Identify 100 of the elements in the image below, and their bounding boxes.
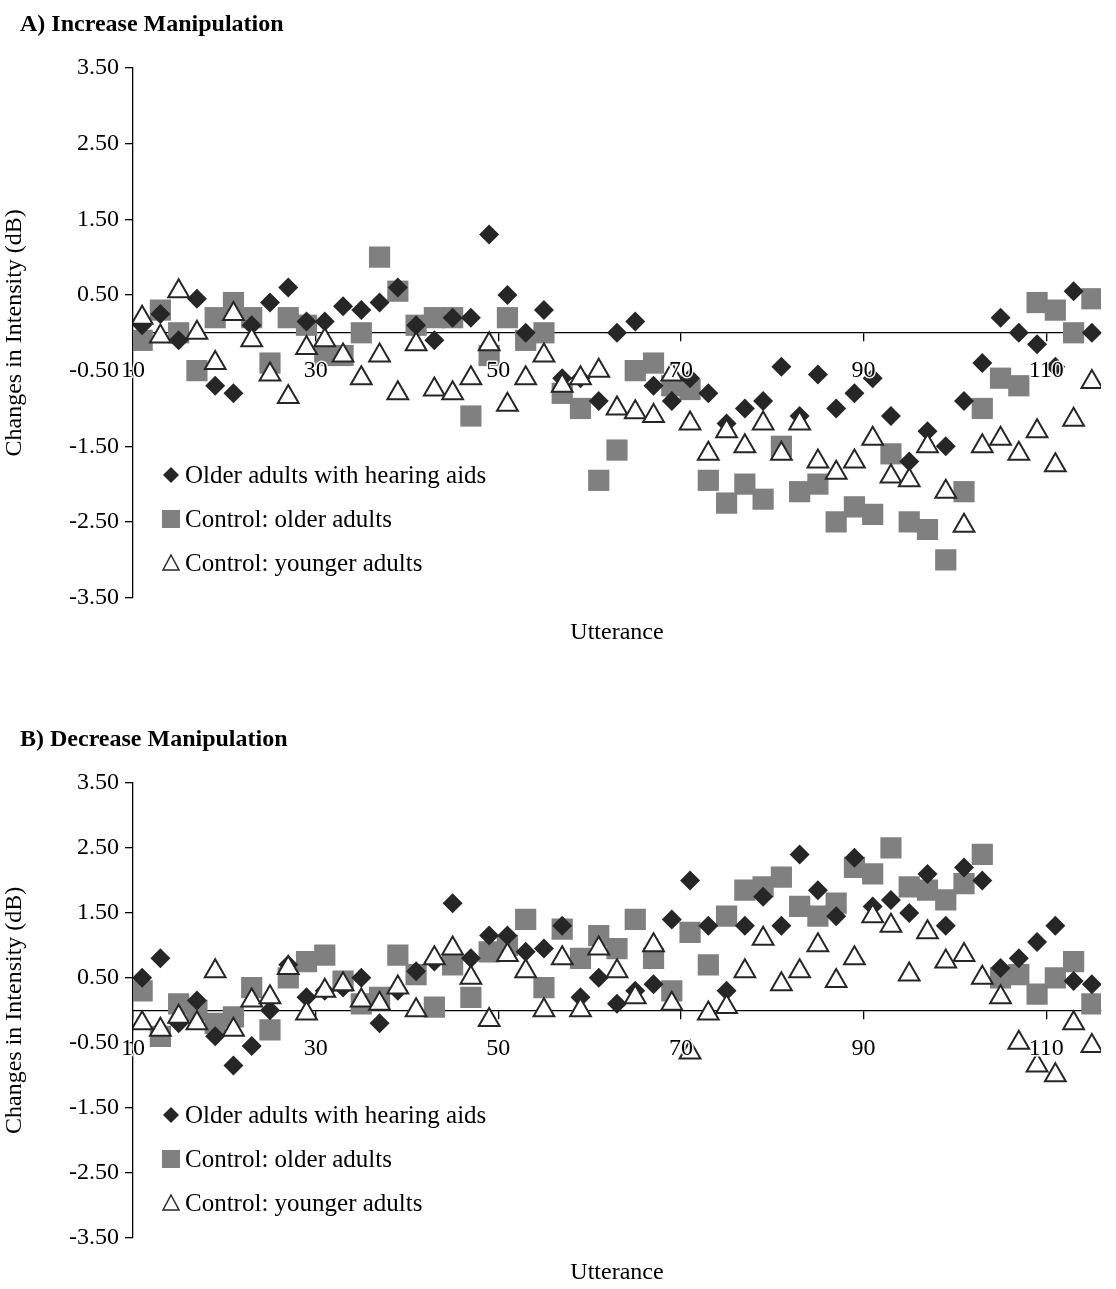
point bbox=[734, 398, 755, 419]
point bbox=[898, 511, 920, 533]
point bbox=[442, 893, 463, 914]
point bbox=[826, 398, 847, 419]
legend-label: Control: younger adults bbox=[185, 1187, 423, 1218]
point bbox=[533, 322, 555, 344]
point bbox=[753, 390, 774, 411]
point bbox=[880, 837, 902, 859]
point bbox=[351, 967, 372, 988]
x-tick-label: 50 bbox=[486, 1033, 511, 1060]
point bbox=[588, 967, 609, 988]
legend-label: Older adults with hearing aids bbox=[185, 1099, 487, 1130]
point bbox=[1063, 322, 1085, 344]
point bbox=[569, 397, 592, 420]
point bbox=[205, 375, 226, 396]
point bbox=[1045, 915, 1066, 936]
y-tick-label: 0.50 bbox=[77, 963, 119, 990]
point bbox=[971, 397, 993, 420]
point bbox=[734, 915, 755, 936]
y-tick-label: -3.50 bbox=[69, 582, 119, 609]
x-tick-label: 90 bbox=[851, 1033, 876, 1060]
point bbox=[1008, 963, 1030, 986]
point bbox=[606, 439, 628, 461]
point bbox=[607, 993, 627, 1014]
point bbox=[789, 844, 810, 865]
point bbox=[770, 866, 792, 888]
y-tick-label: -0.50 bbox=[69, 1028, 119, 1055]
point bbox=[333, 296, 354, 317]
chart-title: B) Decrease Manipulation bbox=[19, 724, 289, 753]
point bbox=[698, 383, 719, 404]
point bbox=[387, 944, 409, 966]
point bbox=[880, 406, 901, 427]
point bbox=[1081, 288, 1101, 310]
y-axis-title: Changes in Intensity (dB) bbox=[0, 886, 26, 1134]
point bbox=[424, 330, 445, 351]
x-tick-label: 30 bbox=[303, 356, 328, 383]
point bbox=[314, 311, 335, 332]
point bbox=[1063, 971, 1084, 992]
point bbox=[661, 909, 682, 930]
point bbox=[1044, 299, 1066, 321]
point bbox=[679, 921, 701, 943]
y-tick-label: 2.50 bbox=[77, 128, 119, 155]
point bbox=[186, 360, 208, 382]
point bbox=[807, 473, 829, 495]
point bbox=[1063, 950, 1085, 973]
point bbox=[880, 889, 901, 910]
point bbox=[423, 996, 445, 1018]
y-tick-label: 1.50 bbox=[77, 204, 119, 231]
y-tick-label: -2.50 bbox=[69, 507, 119, 534]
point bbox=[515, 941, 536, 962]
point bbox=[954, 390, 975, 411]
point bbox=[661, 390, 682, 411]
x-tick-label: 90 bbox=[851, 356, 876, 383]
point bbox=[369, 1013, 390, 1034]
point bbox=[259, 292, 280, 313]
point bbox=[1027, 334, 1048, 355]
point bbox=[533, 938, 554, 959]
point bbox=[935, 436, 956, 457]
point bbox=[935, 915, 956, 936]
y-tick-label: -2.50 bbox=[69, 1157, 119, 1184]
point bbox=[698, 915, 719, 936]
point bbox=[479, 925, 500, 946]
point bbox=[752, 488, 774, 510]
point bbox=[1026, 291, 1048, 314]
y-tick-label: -1.50 bbox=[69, 431, 119, 458]
y-tick-label: -0.50 bbox=[69, 355, 119, 382]
point bbox=[807, 880, 828, 901]
point bbox=[935, 549, 957, 571]
x-tick-label: 110 bbox=[1028, 1033, 1064, 1060]
point bbox=[133, 967, 153, 988]
point bbox=[515, 322, 536, 343]
point bbox=[186, 990, 207, 1011]
point bbox=[844, 847, 865, 868]
x-axis-title: Utterance bbox=[569, 1258, 665, 1286]
legend-label: Control: older adults bbox=[185, 1143, 392, 1174]
point bbox=[186, 288, 207, 309]
point bbox=[460, 405, 482, 427]
point bbox=[753, 886, 774, 907]
point bbox=[971, 843, 993, 866]
point bbox=[715, 492, 738, 514]
point bbox=[606, 938, 628, 960]
point bbox=[533, 976, 555, 999]
point bbox=[789, 895, 811, 917]
y-tick-label: 2.50 bbox=[77, 833, 119, 860]
point bbox=[916, 518, 939, 541]
point bbox=[643, 375, 664, 396]
point bbox=[460, 948, 481, 969]
y-tick-label: 0.50 bbox=[77, 280, 119, 307]
y-tick-label: -1.50 bbox=[69, 1093, 119, 1120]
point bbox=[990, 958, 1011, 979]
y-axis-title: Changes in Intensity (dB) bbox=[0, 209, 26, 457]
legend-label: Older adults with hearing aids bbox=[185, 459, 487, 490]
point bbox=[953, 873, 975, 895]
point bbox=[972, 870, 993, 891]
point bbox=[697, 469, 719, 491]
point bbox=[734, 473, 756, 495]
point bbox=[807, 905, 829, 927]
point bbox=[497, 284, 518, 305]
point bbox=[643, 974, 664, 995]
point bbox=[460, 986, 482, 1008]
